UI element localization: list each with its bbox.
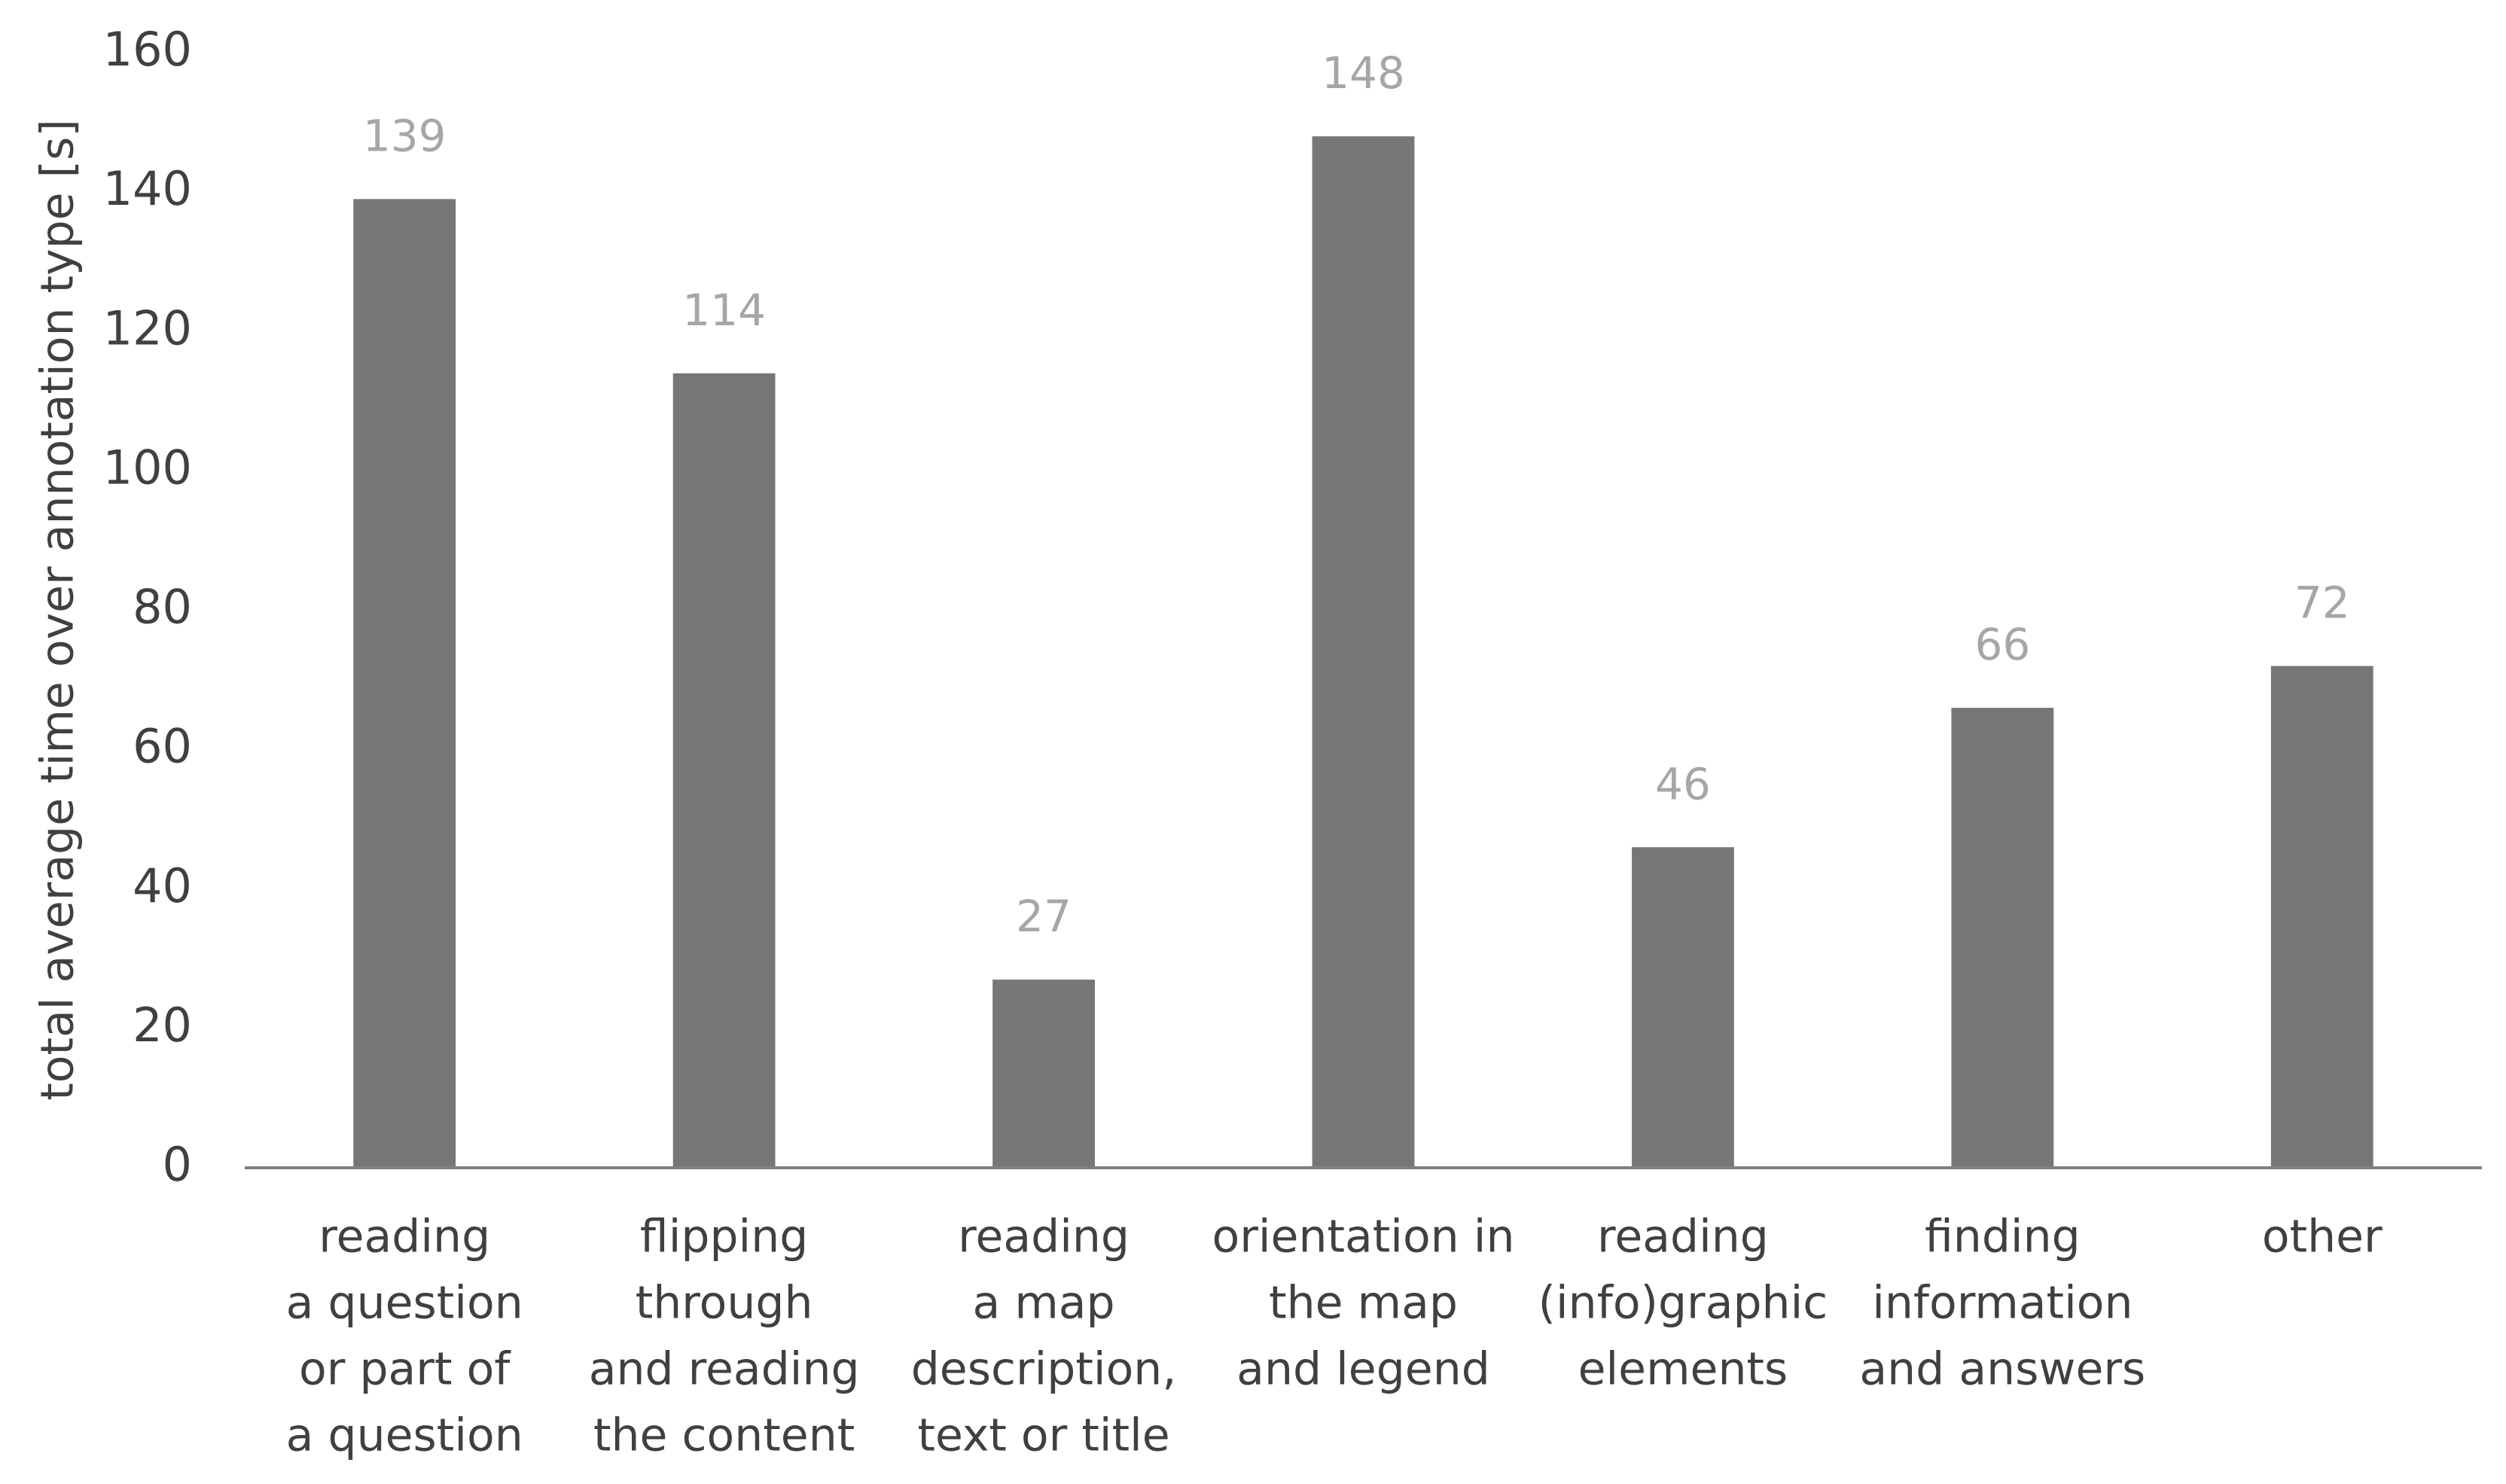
x-tick-label: other <box>2262 1211 2383 1263</box>
y-tick-label: 40 <box>133 858 192 913</box>
value-label: 66 <box>1974 619 2030 670</box>
bar <box>353 199 456 1169</box>
x-tick-label: a map <box>973 1277 1115 1330</box>
bar <box>2270 666 2373 1168</box>
x-tick-label: reading <box>958 1211 1130 1263</box>
value-label: 139 <box>363 110 447 161</box>
x-tick-label: elements <box>1578 1343 1788 1396</box>
x-tick-label: and reading <box>589 1343 860 1396</box>
x-tick-label: description, <box>911 1343 1177 1396</box>
bar <box>1951 708 2054 1168</box>
x-tick-label: a question <box>286 1409 523 1462</box>
x-tick-label: (info)graphic <box>1538 1277 1828 1330</box>
value-label: 148 <box>1322 47 1405 99</box>
y-tick-label: 100 <box>103 440 192 495</box>
x-tick-label: reading <box>1597 1211 1769 1263</box>
y-tick-label: 60 <box>133 719 192 774</box>
x-tick-label: reading <box>319 1211 490 1263</box>
y-tick-label: 160 <box>103 22 192 77</box>
y-tick-label: 0 <box>163 1137 192 1192</box>
y-tick-label: 80 <box>133 580 192 635</box>
x-tick-label: finding <box>1925 1211 2081 1263</box>
bar <box>1312 136 1415 1169</box>
x-tick-label: and answers <box>1859 1343 2145 1396</box>
value-label: 27 <box>1016 891 1072 942</box>
x-tick-label: text or title <box>917 1409 1169 1462</box>
x-tick-label: the content <box>593 1409 855 1462</box>
value-label: 114 <box>682 285 766 336</box>
x-tick-label: or part of <box>299 1343 511 1396</box>
value-label: 72 <box>2294 577 2350 629</box>
x-tick-label: a question <box>286 1277 523 1330</box>
y-axis-label: total average time over annotation type … <box>32 119 84 1100</box>
bar <box>992 980 1095 1168</box>
bar <box>1632 847 1734 1168</box>
x-tick-label: the map <box>1269 1277 1458 1330</box>
x-tick-label: orientation in <box>1212 1211 1515 1263</box>
y-tick-label: 120 <box>103 300 192 355</box>
value-label: 46 <box>1655 758 1711 809</box>
x-tick-label: through <box>636 1277 813 1330</box>
y-tick-label: 20 <box>133 998 192 1053</box>
x-tick-label: flipping <box>640 1211 808 1263</box>
x-tick-label: information <box>1872 1277 2133 1330</box>
bar <box>672 373 776 1169</box>
x-tick-label: and legend <box>1236 1343 1490 1396</box>
y-tick-label: 140 <box>103 161 192 216</box>
